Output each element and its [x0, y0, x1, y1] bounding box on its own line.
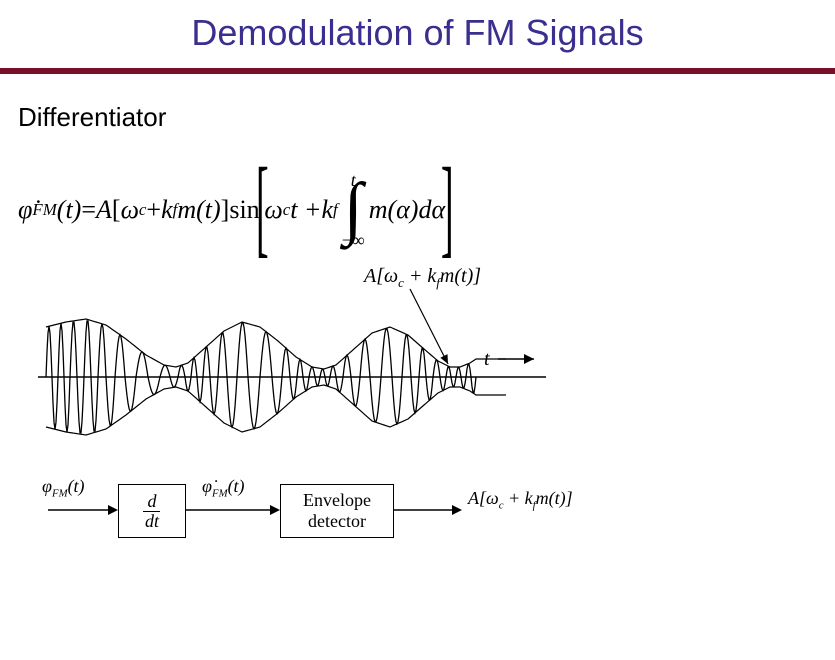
section-label-differentiator: Differentiator — [18, 102, 835, 133]
d-dt-den: dt — [141, 512, 163, 531]
eq-lbracket1: [ — [112, 195, 121, 225]
eq-m-of-t: m(t) — [177, 195, 220, 225]
d-dt-fraction: d dt — [141, 492, 163, 531]
eq-kf2: k — [321, 195, 333, 225]
env-det-line1: Envelope — [303, 490, 371, 511]
bd-out-p3: m(t)] — [536, 488, 573, 508]
eq-omegac: ω — [121, 195, 139, 225]
eq-lhs-sym: φ̇ — [18, 195, 32, 225]
eq-integral: t ∫ −∞ — [342, 171, 365, 249]
title-rule — [0, 68, 835, 74]
eq-A: A — [96, 195, 112, 225]
eq-equals: = — [81, 195, 96, 225]
slide: Demodulation of FM Signals Differentiato… — [0, 0, 835, 660]
eq-lhs-arg: (t) — [57, 195, 82, 225]
equation-phi-dot-fm: φ̇FM(t) = A [ ωc + kf m(t) ] sin [ ωc t … — [18, 155, 835, 265]
envelope-detector-box: Envelope detector — [280, 484, 394, 538]
waveform-figure: A[ωc + kfm(t)] t — [36, 277, 576, 462]
bd-out-p1: A[ω — [468, 488, 499, 508]
title-rule-wrap — [0, 68, 835, 74]
envelope-amplitude-label: A[ωc + kfm(t)] — [364, 265, 481, 291]
eq-omegac-sub: c — [139, 200, 147, 220]
d-dt-num: d — [143, 492, 160, 512]
eq-m-alpha: m(α)dα — [369, 195, 445, 225]
waveform-svg: t — [36, 277, 576, 457]
bd-mid-sym: φ̇ — [202, 476, 212, 496]
env-lab-p3: m(t)] — [440, 265, 481, 287]
eq-rbracket1: ] — [221, 195, 230, 225]
block-diagram: φFM(t) d dt φ̇FM(t) Envelope detector A[… — [36, 470, 656, 550]
eq-omegac2-sub: c — [283, 200, 291, 220]
env-det-line2: detector — [308, 511, 366, 532]
eq-kf: k — [161, 195, 173, 225]
eq-int-symbol: ∫ — [344, 181, 363, 237]
bd-output-label: A[ωc + kfm(t)] — [468, 488, 573, 512]
differentiator-box: d dt — [118, 484, 186, 538]
eq-kf2-sub: f — [333, 200, 338, 220]
svg-text:t: t — [484, 348, 490, 370]
eq-lhs-sub: FM — [32, 200, 56, 220]
bd-mid-arg: (t) — [228, 476, 245, 496]
slide-title: Demodulation of FM Signals — [0, 0, 835, 68]
eq-t-plus: t + — [290, 195, 321, 225]
bd-mid-sub: FM — [212, 488, 228, 500]
bd-mid-label: φ̇FM(t) — [202, 476, 245, 500]
eq-plus1: + — [146, 195, 161, 225]
eq-int-bot: −∞ — [342, 231, 365, 249]
env-lab-p2: + k — [404, 265, 436, 287]
bd-out-p2: + k — [504, 488, 533, 508]
env-lab-p1: A[ω — [364, 265, 398, 287]
